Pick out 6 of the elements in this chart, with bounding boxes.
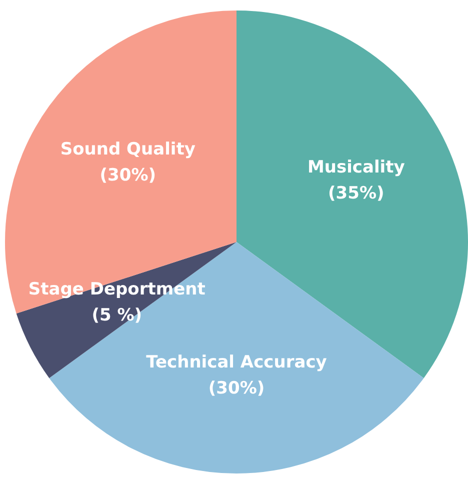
- slice-label: Sound Quality: [60, 140, 196, 160]
- data-label: (30%): [208, 378, 265, 399]
- slice-label: Musicality: [307, 157, 405, 178]
- data-label: (30%): [100, 166, 156, 186]
- slice-label: Technical Accuracy: [146, 352, 327, 373]
- data-label: (35%): [328, 183, 384, 204]
